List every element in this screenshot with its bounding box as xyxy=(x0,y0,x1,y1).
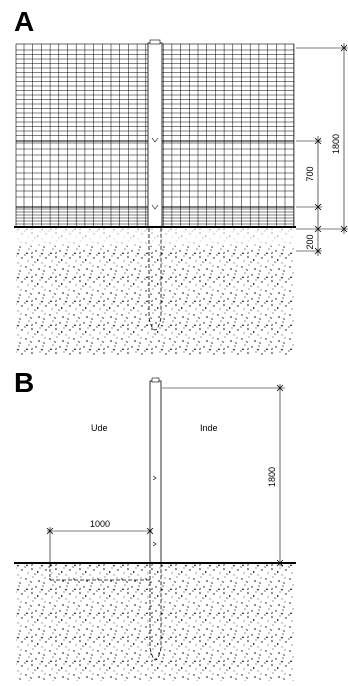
dimensions-a: 1800 700 200 xyxy=(296,43,348,256)
post-b xyxy=(149,380,162,564)
dim-horizontal-b: 1000 xyxy=(90,519,110,529)
post-cap-a xyxy=(149,39,161,45)
post-clip-upper xyxy=(151,137,159,143)
post-bracket-upper xyxy=(152,475,157,481)
post-cap-b xyxy=(151,377,160,383)
upper-soil-layer-a xyxy=(16,228,294,246)
panel-b-letter: B xyxy=(14,367,34,398)
post-a xyxy=(147,42,163,228)
inside-label: Inde xyxy=(200,423,218,433)
dim-height-b: 1800 xyxy=(267,467,277,487)
soil-b xyxy=(16,563,294,681)
dim-mid-a: 700 xyxy=(305,166,315,181)
buried-post-a xyxy=(148,228,162,331)
buried-post-b xyxy=(149,564,162,661)
outside-label: Ude xyxy=(91,423,108,433)
dim-total-a: 1800 xyxy=(331,134,341,154)
post-bracket-lower xyxy=(152,541,157,547)
post-clip-lower xyxy=(151,204,159,210)
dim-below-a: 200 xyxy=(305,234,315,249)
dimensions-b: 1800 1000 xyxy=(46,384,285,567)
panel-a-letter: A xyxy=(14,6,34,37)
soil-a xyxy=(16,227,294,355)
